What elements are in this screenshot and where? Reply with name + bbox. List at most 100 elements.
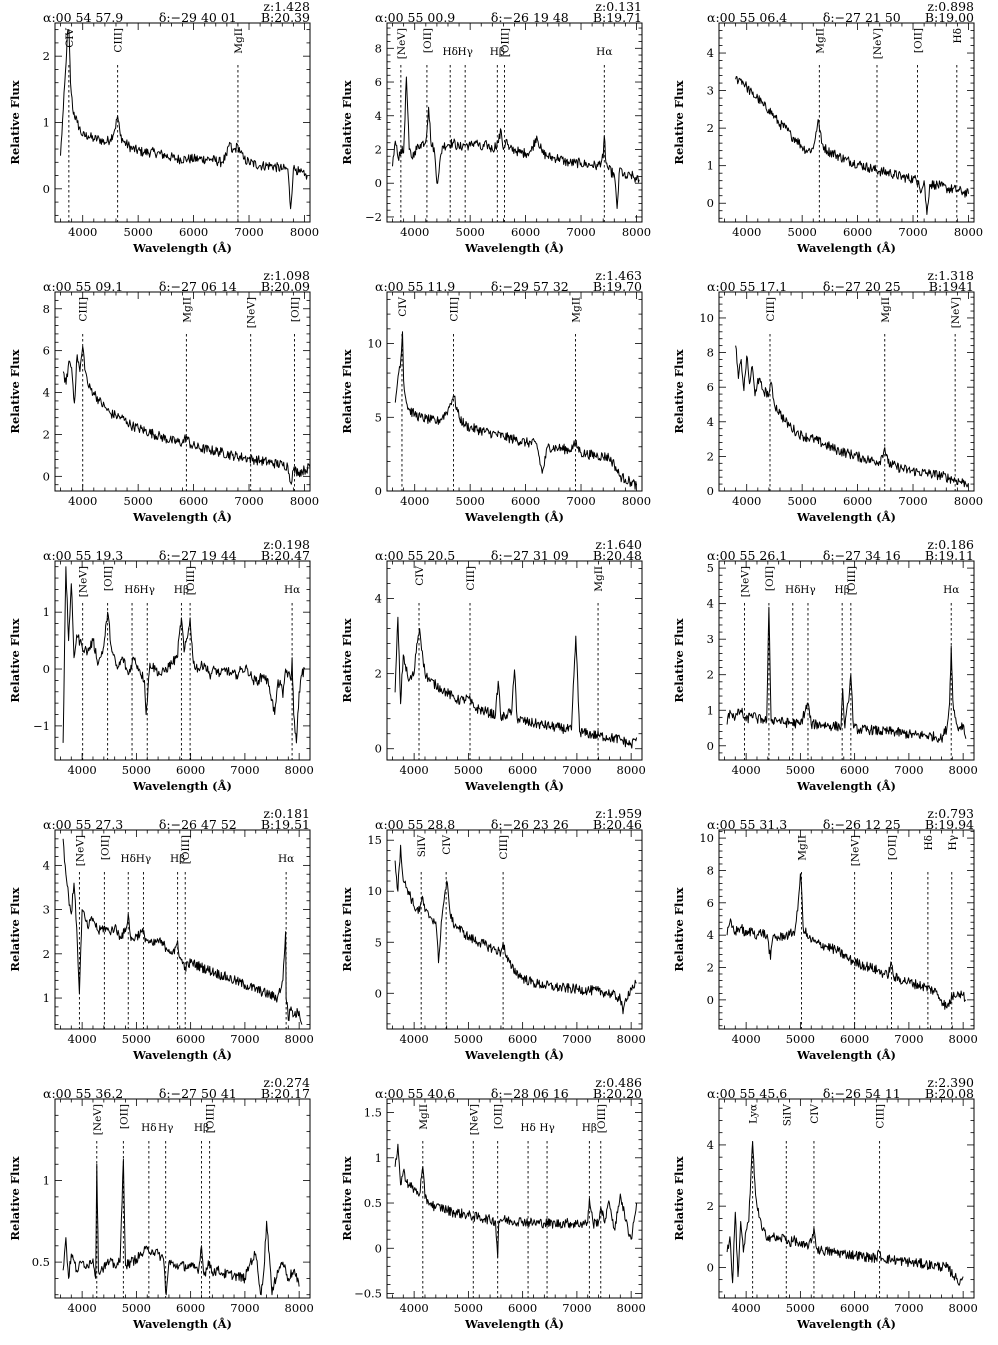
spectrum-panel: z:1.463 α:00 55 11.9 δ:−29 57 32 B:19.70 400…: [332, 268, 664, 538]
emission-line-label: MgII: [796, 835, 808, 861]
bmag-label: B:20.09: [261, 279, 310, 294]
x-axis-label: Wavelength (Å): [464, 241, 564, 255]
bmag-label: B:19.94: [925, 817, 974, 832]
emission-line-label: Hδ: [520, 1122, 535, 1134]
y-tick-label: −0.5: [354, 1286, 382, 1300]
x-tick-label: 4000: [399, 1032, 428, 1046]
x-tick-label: 4000: [67, 1032, 96, 1046]
dec-label: δ:−29 57 32: [491, 279, 569, 294]
emission-line-label: MgII: [418, 1104, 430, 1130]
emission-line-label: Hα: [278, 853, 294, 865]
x-tick-label: 8000: [617, 1301, 646, 1315]
y-tick-label: 0.5: [364, 1196, 382, 1210]
x-tick-label: 5000: [454, 1301, 483, 1315]
emission-line-label: CIII]: [765, 297, 777, 322]
x-tick-label: 5000: [456, 494, 485, 508]
x-tick-label: 6000: [176, 1032, 205, 1046]
y-axis-label: Relative Flux: [340, 349, 354, 433]
spectrum-plot: z:1.318 α:00 55 17.1 δ:−27 20 25 B:1941 4000…: [672, 268, 983, 524]
redshift-label: z:1.098: [263, 268, 310, 283]
spectrum-panel: z:0.486 α:00 55 40.6 δ:−28 06 16 B:20.20 400…: [332, 1075, 664, 1345]
spectrum-panel: z:0.898 α:00 55 06.4 δ:−27 21 50 B:19.00 400…: [664, 0, 996, 269]
emission-line-label: [NeV]: [396, 28, 408, 59]
dec-label: δ:−27 50 41: [159, 1086, 237, 1101]
redshift-label: z:0.131: [595, 0, 642, 14]
y-tick-label: 2: [707, 961, 714, 975]
x-tick-label: 4000: [400, 225, 429, 239]
emission-line-label: [OII]: [422, 28, 434, 53]
y-tick-label: 0: [43, 662, 50, 676]
y-tick-label: 0: [707, 739, 714, 753]
x-tick-label: 8000: [954, 494, 983, 508]
spectrum-line: [60, 29, 308, 210]
y-tick-label: 0: [707, 1260, 714, 1274]
emission-line-label: MgII: [570, 297, 582, 323]
x-tick-label: 8000: [954, 225, 983, 239]
x-axis-label: Wavelength (Å): [132, 241, 232, 255]
dec-label: δ:−28 06 16: [491, 1086, 569, 1101]
emission-line-label: [NeV]: [246, 297, 258, 328]
x-tick-label: 7000: [234, 225, 263, 239]
emission-line-label: MgII: [593, 566, 605, 592]
x-tick-label: 5000: [454, 763, 483, 777]
x-axis-label: Wavelength (Å): [464, 779, 564, 793]
x-tick-label: 4000: [731, 763, 760, 777]
spectrum-line: [392, 76, 640, 209]
emission-line-label: [OII]: [764, 566, 776, 591]
emission-line-label: [NeV]: [872, 28, 884, 59]
y-tick-label: 4: [707, 415, 714, 429]
y-tick-label: 6: [375, 75, 382, 89]
x-tick-label: 5000: [454, 1032, 483, 1046]
redshift-label: z:0.186: [927, 537, 974, 552]
emission-line-label: CIII]: [113, 28, 125, 53]
emission-line-label: [NeV]: [740, 566, 752, 597]
y-tick-label: 2: [707, 668, 714, 682]
emission-line-label: [OIII]: [205, 1104, 217, 1133]
emission-line-label: [OIII]: [846, 566, 858, 595]
y-tick-label: 5: [375, 935, 382, 949]
y-axis-label: Relative Flux: [672, 618, 686, 702]
x-tick-label: 4000: [68, 225, 97, 239]
spectrum-plot: z:0.274 α:00 55 36.2 δ:−27 50 41 B:20.17 400…: [8, 1075, 314, 1331]
spectrum-panel: z:2.390 α:00 55 45.6 δ:−26 54 11 B:20.08 400…: [664, 1075, 996, 1345]
x-tick-label: 8000: [285, 763, 314, 777]
spectrum-panel: z:1.318 α:00 55 17.1 δ:−27 20 25 B:1941 4000…: [664, 268, 996, 538]
spectrum-line: [394, 616, 638, 749]
x-tick-label: 6000: [840, 1301, 869, 1315]
y-tick-label: 2: [375, 142, 382, 156]
x-tick-label: 7000: [894, 1301, 923, 1315]
y-axis-label: Relative Flux: [8, 618, 22, 702]
y-tick-label: 8: [375, 41, 382, 55]
x-tick-label: 7000: [234, 494, 263, 508]
y-tick-label: 6: [43, 344, 50, 358]
y-tick-label: 4: [707, 46, 714, 60]
emission-line-label: Hβ: [170, 853, 185, 865]
emission-line-label: [NeV]: [850, 835, 862, 866]
y-tick-label: 10: [367, 337, 382, 351]
emission-line-label: CIV: [397, 297, 409, 317]
x-tick-label: 6000: [179, 225, 208, 239]
redshift-label: z:0.898: [927, 0, 974, 14]
emission-line-label: Hβ: [174, 584, 189, 596]
y-tick-label: 4: [43, 858, 50, 872]
dec-label: δ:−26 23 26: [491, 817, 569, 832]
x-tick-label: 7000: [562, 763, 591, 777]
y-tick-label: 1: [43, 1174, 50, 1188]
emission-line-label: [OII]: [493, 1104, 505, 1129]
redshift-label: z:0.181: [263, 806, 310, 821]
y-tick-label: 0.5: [32, 1255, 50, 1269]
spectrum-panel: z:1.428 α:00 54 57.9 δ:−29 40 01 B:20.39 400…: [0, 0, 332, 269]
y-tick-label: 2: [43, 49, 50, 63]
emission-line-label: CIV: [441, 835, 453, 855]
x-tick-label: 4000: [731, 1301, 760, 1315]
bmag-label: B:19.70: [593, 279, 642, 294]
redshift-label: z:1.318: [927, 268, 974, 283]
spectrum-plot: z:0.186 α:00 55 26.1 δ:−27 34 16 B:19.11 400…: [672, 537, 978, 793]
x-tick-label: 8000: [285, 1032, 314, 1046]
x-tick-label: 5000: [788, 494, 817, 508]
y-tick-label: 0: [375, 176, 382, 190]
bmag-label: B:20.20: [593, 1086, 642, 1101]
spectrum-panel: z:1.959 α:00 55 28.8 δ:−26 23 26 B:20.46 400…: [332, 806, 664, 1076]
x-axis-label: Wavelength (Å): [132, 1317, 232, 1331]
